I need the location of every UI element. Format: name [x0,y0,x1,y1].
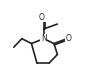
Text: N: N [41,34,47,43]
Text: O: O [39,13,45,22]
Text: O: O [66,34,72,43]
